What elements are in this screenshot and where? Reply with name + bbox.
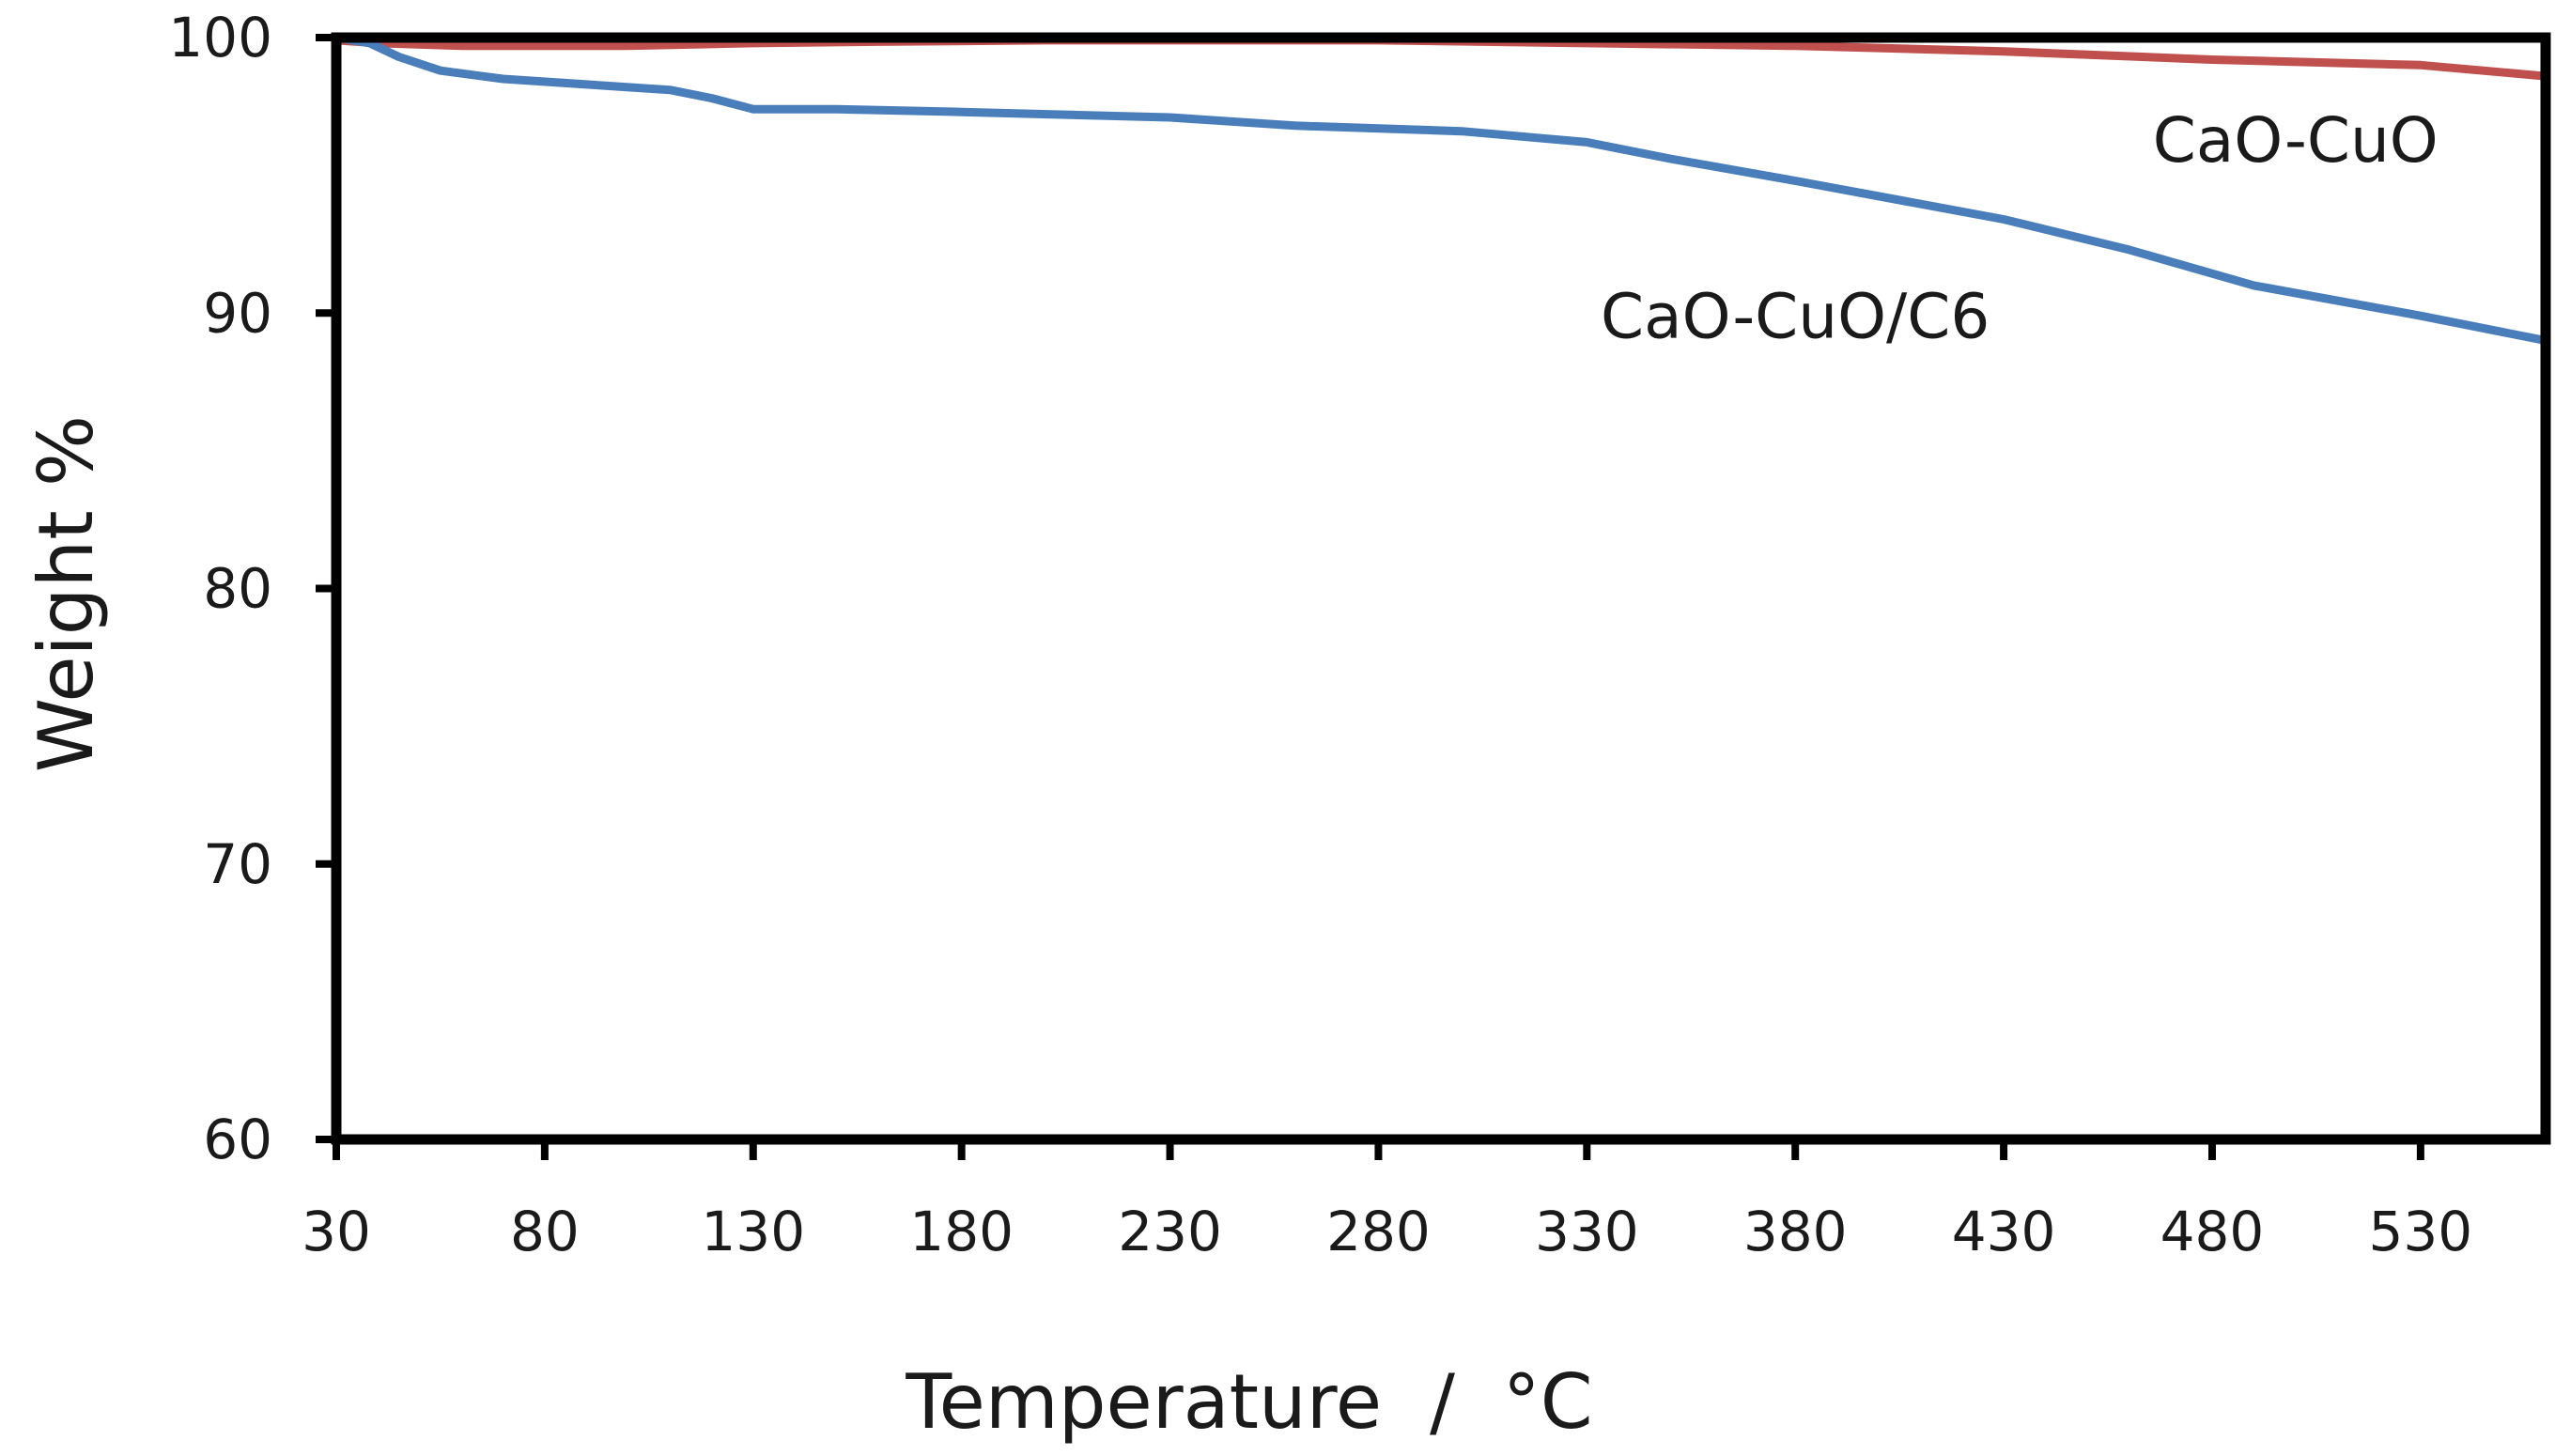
series-label-layer: CaO-CuO CaO-CuO/C6 [1601, 104, 2439, 353]
x-tick-label: 230 [1118, 1200, 1222, 1263]
x-tick-label: 180 [909, 1200, 1014, 1263]
y-tick-label: 60 [203, 1107, 272, 1171]
x-tick-label: 480 [2160, 1200, 2265, 1263]
y-axis-title: Weight % [23, 415, 110, 772]
series-label-cao-cuo-c6: CaO-CuO/C6 [1601, 281, 1990, 353]
x-tick-label: 380 [1743, 1200, 1848, 1263]
x-tick-label: 530 [2369, 1200, 2473, 1263]
x-tick-label: 430 [1952, 1200, 2056, 1263]
x-tick-label: 130 [701, 1200, 805, 1263]
series-label-cao-cuo: CaO-CuO [2153, 104, 2439, 177]
y-tick-label: 100 [168, 6, 272, 70]
x-tick-label: 30 [302, 1200, 371, 1263]
x-tick-label: 80 [510, 1200, 580, 1263]
y-tick-label: 90 [203, 281, 272, 345]
x-axis-ticks: 30 80 130 180 230 280 330 380 430 480 530 [302, 1139, 2472, 1263]
x-tick-label: 280 [1326, 1200, 1431, 1263]
x-tick-label: 330 [1535, 1200, 1639, 1263]
series-line-cao-cuo-c6 [332, 33, 2550, 346]
x-axis-title: Temperature / °C [905, 1358, 1592, 1446]
y-tick-label: 70 [203, 832, 272, 896]
y-tick-label: 80 [203, 557, 272, 621]
y-axis-ticks: 60 70 80 90 100 [168, 6, 336, 1171]
